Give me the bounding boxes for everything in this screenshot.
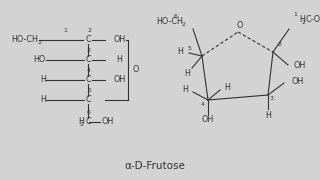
Text: H: H (177, 48, 183, 57)
Text: H: H (265, 111, 271, 120)
Text: OH: OH (202, 116, 214, 125)
Text: C-OH: C-OH (306, 15, 320, 24)
Text: OH: OH (114, 75, 126, 84)
Text: C: C (85, 118, 91, 127)
Text: 1: 1 (293, 12, 297, 17)
Text: H: H (78, 118, 84, 127)
Text: 4: 4 (201, 102, 205, 107)
Text: 2: 2 (277, 42, 281, 46)
Text: O: O (237, 21, 243, 30)
Text: H: H (40, 75, 46, 84)
Text: H: H (224, 84, 230, 93)
Text: HO: HO (34, 55, 46, 64)
Text: 3: 3 (270, 96, 274, 100)
Text: H: H (184, 69, 190, 78)
Text: C: C (85, 35, 91, 44)
Text: HO-CH: HO-CH (11, 35, 38, 44)
Text: 2: 2 (80, 122, 84, 127)
Text: C: C (85, 55, 91, 64)
Text: 3: 3 (87, 48, 91, 53)
Text: 2: 2 (182, 22, 186, 28)
Text: H: H (182, 86, 188, 94)
Text: H: H (116, 55, 122, 64)
Text: OH: OH (291, 76, 303, 86)
Text: H: H (40, 96, 46, 105)
Text: O: O (133, 66, 139, 75)
Text: 5: 5 (188, 46, 192, 51)
Text: 6: 6 (174, 15, 178, 19)
Text: OH: OH (294, 60, 306, 69)
Text: H: H (299, 15, 305, 24)
Text: 6: 6 (87, 111, 91, 116)
Text: 1: 1 (63, 28, 67, 33)
Text: 4: 4 (87, 69, 91, 73)
Text: 2: 2 (37, 40, 42, 45)
Text: OH: OH (114, 35, 126, 44)
Text: 2: 2 (87, 28, 91, 33)
Text: 2: 2 (301, 21, 305, 26)
Text: OH: OH (102, 118, 114, 127)
Text: α-D-Frutose: α-D-Frutose (124, 161, 185, 171)
Text: C: C (85, 75, 91, 84)
Text: 5: 5 (87, 89, 91, 93)
Text: C: C (85, 96, 91, 105)
Text: HO-CH: HO-CH (156, 17, 183, 26)
